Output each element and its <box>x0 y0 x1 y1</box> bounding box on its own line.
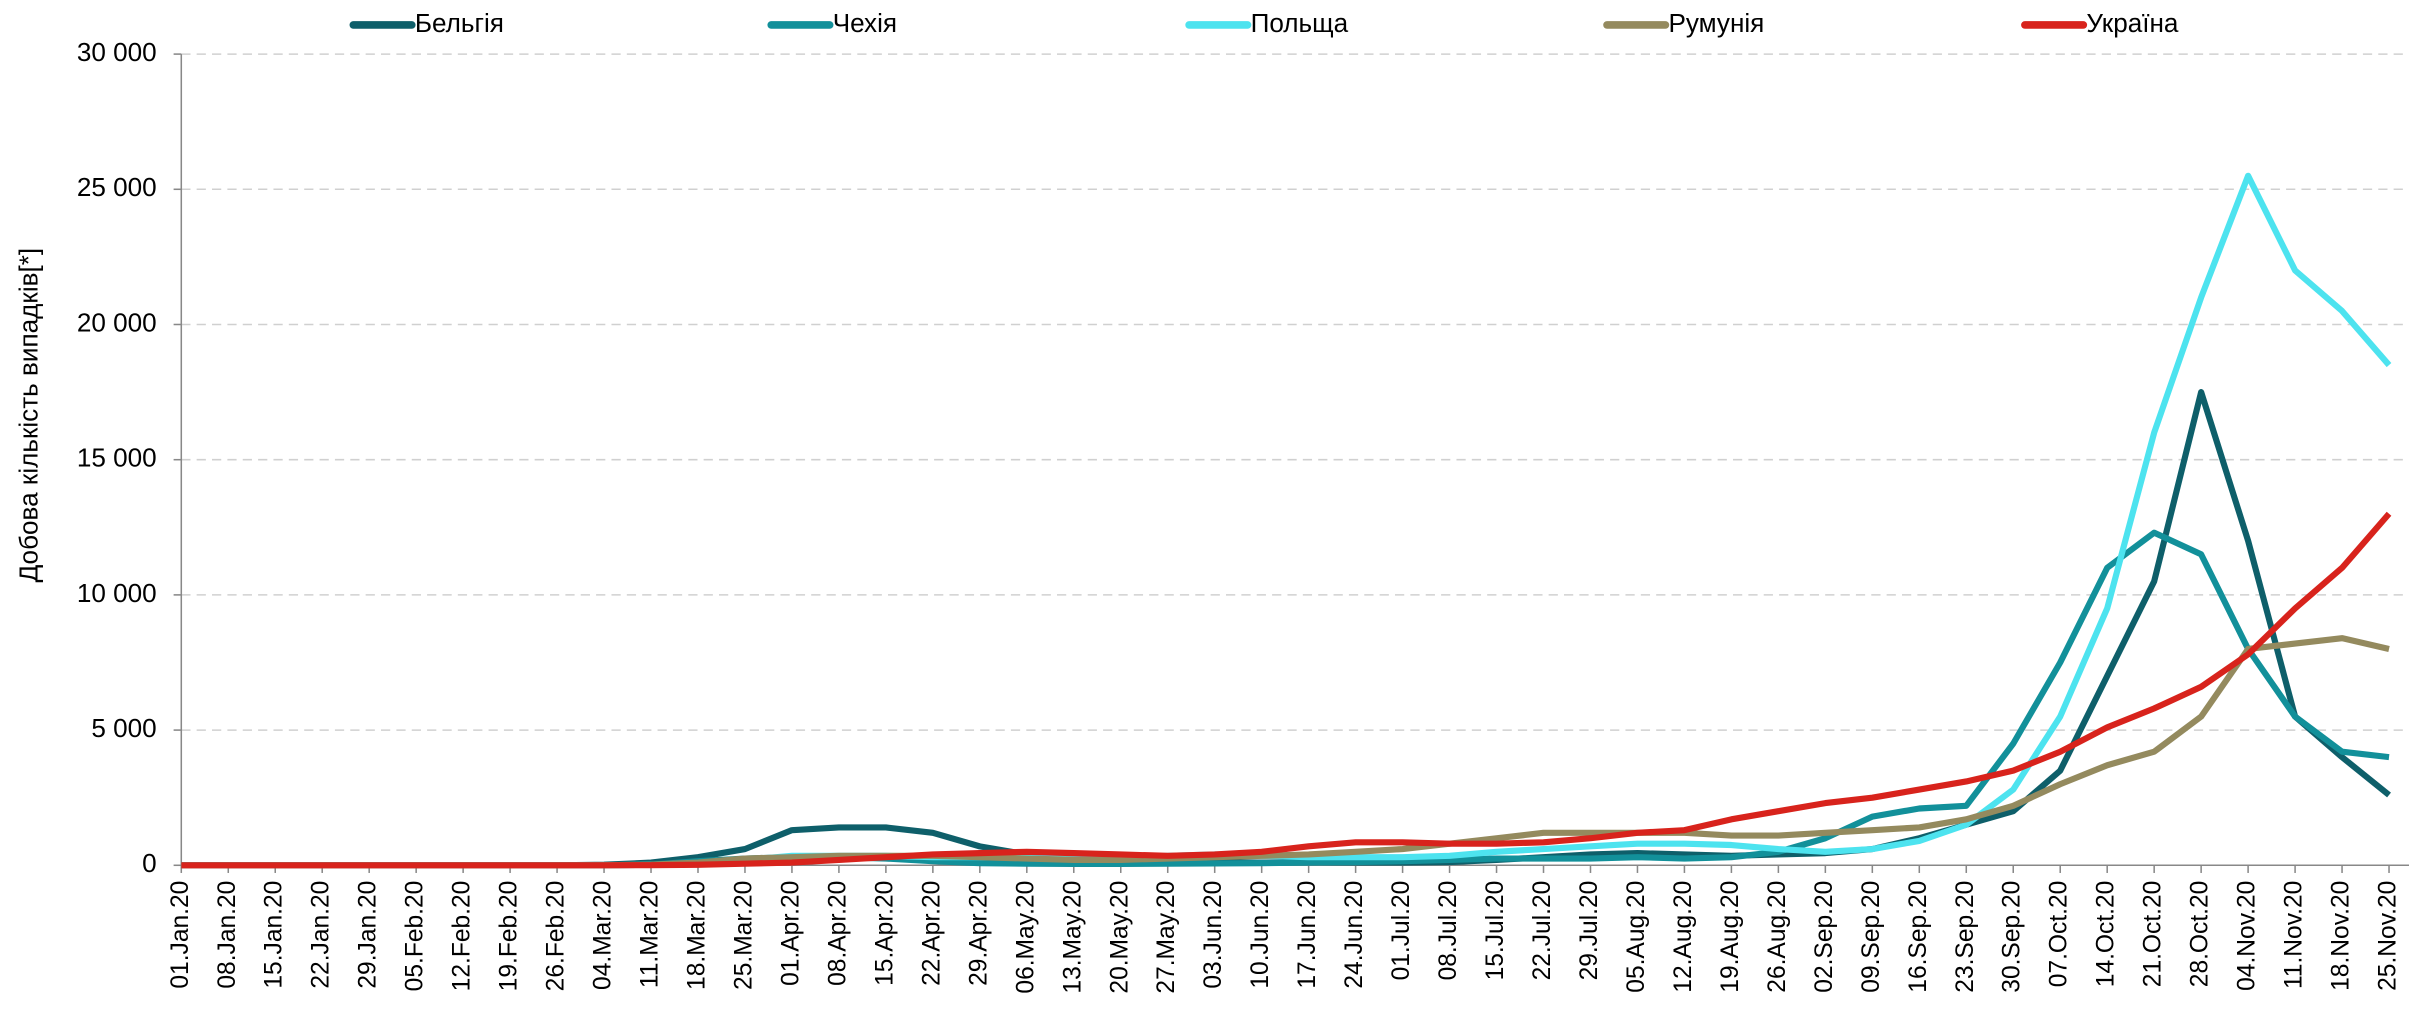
x-tick-label: 06.May.20 <box>1012 881 1039 994</box>
y-tick-label: 25 000 <box>77 172 157 202</box>
x-tick-label: 29.Jul.20 <box>1576 881 1603 981</box>
x-tick-label: 15.Jul.20 <box>1482 881 1509 981</box>
x-tick-label: 29.Apr.20 <box>965 881 992 986</box>
x-tick-label: 12.Aug.20 <box>1670 881 1697 993</box>
legend-label: Бельгія <box>415 8 504 38</box>
x-tick-label: 05.Aug.20 <box>1623 881 1650 993</box>
x-tick-label: 05.Feb.20 <box>402 881 429 992</box>
x-tick-label: 01.Jan.20 <box>167 881 194 989</box>
x-tick-label: 07.Oct.20 <box>2046 881 2073 988</box>
x-tick-label: 09.Sep.20 <box>1858 881 1885 993</box>
x-tick-label: 08.Jul.20 <box>1435 881 1462 981</box>
legend-label: Польща <box>1251 8 1349 38</box>
y-tick-label: 0 <box>142 848 157 878</box>
x-tick-label: 18.Mar.20 <box>683 881 710 990</box>
x-tick-label: 14.Oct.20 <box>2093 881 2120 988</box>
x-tick-label: 25.Nov.20 <box>2375 881 2402 991</box>
x-tick-label: 17.Jun.20 <box>1294 881 1321 989</box>
x-tick-label: 29.Jan.20 <box>355 881 382 989</box>
series-line <box>181 529 2390 869</box>
x-tick-label: 08.Jan.20 <box>214 881 241 989</box>
series-line <box>181 389 2391 869</box>
x-tick-label: 13.May.20 <box>1059 881 1086 994</box>
x-tick-label: 19.Aug.20 <box>1717 881 1744 993</box>
y-tick-label: 30 000 <box>77 37 157 67</box>
x-tick-label: 25.Mar.20 <box>730 881 757 990</box>
x-tick-label: 11.Nov.20 <box>2281 881 2308 989</box>
legend-label: Чехія <box>833 8 897 38</box>
x-tick-label: 12.Feb.20 <box>449 881 476 992</box>
x-tick-label: 22.Jul.20 <box>1529 881 1556 981</box>
x-tick-label: 01.Jul.20 <box>1388 881 1415 981</box>
x-tick-label: 26.Aug.20 <box>1764 881 1791 993</box>
x-tick-label: 11.Mar.20 <box>637 881 664 988</box>
x-tick-label: 04.Nov.20 <box>2234 881 2261 991</box>
x-tick-label: 24.Jun.20 <box>1341 881 1368 989</box>
x-tick-label: 22.Jan.20 <box>308 881 335 989</box>
x-tick-label: 26.Feb.20 <box>543 881 570 992</box>
x-tick-label: 19.Feb.20 <box>496 881 523 992</box>
x-tick-label: 22.Apr.20 <box>918 881 945 986</box>
y-tick-label: 20 000 <box>77 307 157 337</box>
x-tick-label: 21.Oct.20 <box>2140 881 2167 988</box>
y-tick-label: 10 000 <box>77 578 157 608</box>
x-tick-label: 04.Mar.20 <box>590 881 617 990</box>
x-tick-label: 16.Sep.20 <box>1905 881 1932 993</box>
x-tick-label: 30.Sep.20 <box>1999 881 2026 993</box>
x-tick-label: 18.Nov.20 <box>2328 881 2355 991</box>
x-tick-label: 10.Jun.20 <box>1247 881 1274 989</box>
x-tick-label: 23.Sep.20 <box>1952 881 1979 993</box>
x-tick-label: 20.May.20 <box>1106 881 1133 994</box>
series-line <box>181 172 2392 869</box>
x-tick-label: 02.Sep.20 <box>1811 881 1838 993</box>
y-axis-label: Добова кількість випадків[*] <box>14 248 44 583</box>
series-line <box>181 511 2392 869</box>
legend-label: Україна <box>2086 8 2179 38</box>
x-tick-label: 08.Apr.20 <box>824 881 851 986</box>
y-tick-label: 5 000 <box>91 713 156 743</box>
y-tick-label: 15 000 <box>77 443 157 473</box>
x-tick-label: 28.Oct.20 <box>2187 881 2214 988</box>
x-tick-label: 15.Jan.20 <box>261 881 288 989</box>
x-tick-label: 27.May.20 <box>1153 881 1180 994</box>
x-tick-label: 03.Jun.20 <box>1200 881 1227 989</box>
x-tick-label: 15.Apr.20 <box>871 881 898 986</box>
x-tick-label: 01.Apr.20 <box>777 881 804 986</box>
legend-label: Румунія <box>1668 8 1764 38</box>
